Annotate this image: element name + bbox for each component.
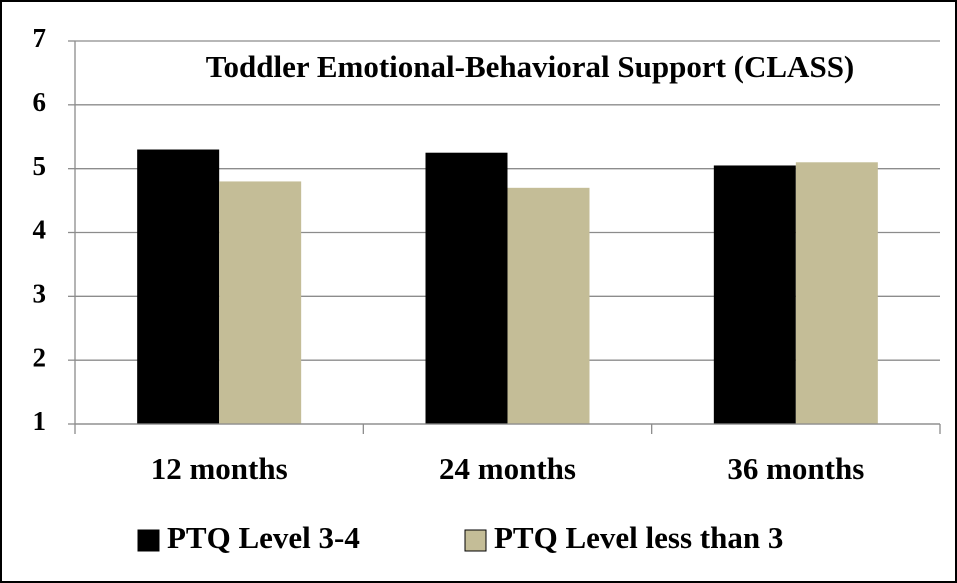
bar bbox=[713, 165, 796, 424]
bar bbox=[137, 149, 220, 424]
y-tick-label: 7 bbox=[33, 23, 47, 53]
y-tick-label: 1 bbox=[33, 406, 47, 436]
y-tick-label: 4 bbox=[33, 215, 47, 245]
legend-swatch bbox=[464, 529, 487, 552]
legend-swatch bbox=[137, 529, 160, 552]
y-tick-label: 3 bbox=[33, 279, 47, 309]
bar bbox=[795, 162, 878, 425]
bar bbox=[219, 181, 302, 424]
y-tick-label: 2 bbox=[33, 342, 47, 372]
y-tick-label: 5 bbox=[33, 151, 47, 181]
y-tick-label: 6 bbox=[33, 87, 47, 117]
x-tick-label: 12 months bbox=[151, 451, 288, 486]
x-tick-label: 36 months bbox=[727, 451, 864, 486]
legend-label: PTQ Level less than 3 bbox=[494, 520, 783, 555]
bar bbox=[507, 187, 590, 424]
bar bbox=[425, 152, 508, 425]
legend-label: PTQ Level 3-4 bbox=[167, 520, 360, 555]
x-tick-label: 24 months bbox=[439, 451, 576, 486]
chart-title: Toddler Emotional-Behavioral Support (CL… bbox=[206, 49, 855, 84]
